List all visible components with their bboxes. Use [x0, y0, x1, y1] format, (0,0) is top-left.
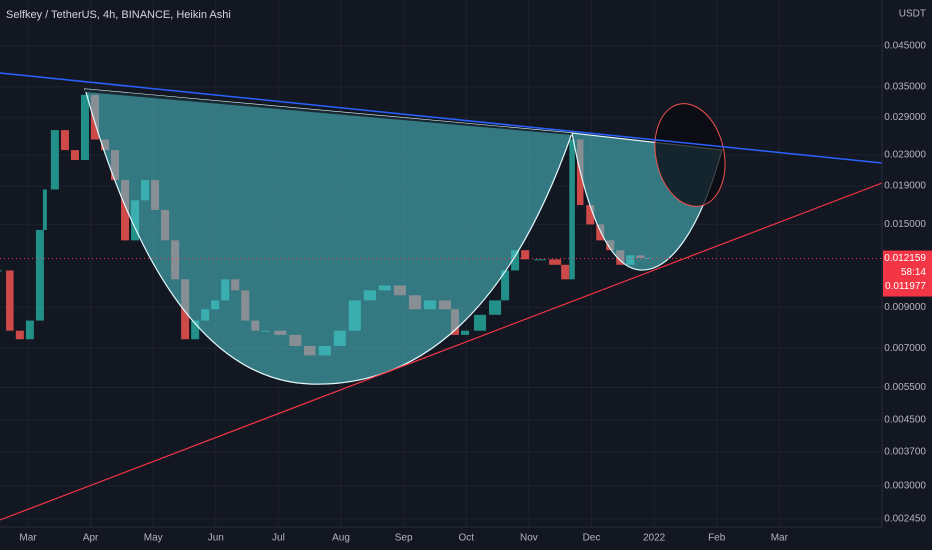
target-ellipse: [654, 103, 726, 207]
y-tick-label: 0.002450: [884, 513, 926, 524]
chart-title: Selfkey / TetherUS, 4h, BINANCE, Heikin …: [6, 9, 231, 21]
y-tick-label: 0.045000: [884, 41, 926, 52]
x-tick-label: Sep: [395, 533, 413, 544]
cup: [84, 88, 573, 385]
x-tick-label: Dec: [583, 533, 601, 544]
y-tick-label: 0.035000: [884, 81, 926, 92]
y-tick-label: 0.029000: [884, 112, 926, 123]
candle: [489, 300, 502, 315]
candle: [70, 150, 79, 161]
y-tick-label: 0.003000: [884, 481, 926, 492]
candle: [596, 224, 605, 241]
candle: [6, 270, 14, 331]
candle: [50, 130, 59, 190]
candle: [0, 270, 2, 272]
candle: [561, 264, 570, 280]
candle: [511, 250, 520, 271]
y-tick-label: 0.023000: [884, 150, 926, 161]
y-tick-label: 0.007000: [884, 343, 926, 354]
candle: [121, 180, 130, 241]
y-tick-label: 0.003700: [884, 446, 926, 457]
candle: [586, 205, 595, 225]
y-tick-label: 0.005500: [884, 382, 926, 393]
x-tick-label: Feb: [708, 533, 726, 544]
candle: [35, 229, 44, 321]
x-tick-label: Mar: [771, 533, 789, 544]
second-price-label: 0.011977: [885, 281, 926, 292]
resistance-line: [0, 72, 883, 164]
candle: [42, 189, 47, 230]
support-line: [0, 182, 883, 521]
drawings: [0, 72, 883, 521]
candle: [15, 330, 24, 340]
x-tick-label: Aug: [332, 533, 350, 544]
x-tick-label: Nov: [520, 533, 538, 544]
x-tick-label: 2022: [643, 533, 666, 544]
x-tick-label: Oct: [458, 533, 474, 544]
candle: [521, 250, 530, 260]
candle: [60, 130, 69, 151]
candle: [534, 259, 547, 261]
y-tick-label: 0.009000: [884, 302, 926, 313]
x-tick-label: Jul: [272, 533, 285, 544]
x-tick-label: Apr: [83, 533, 99, 544]
y-tick-label: 0.004500: [884, 415, 926, 426]
y-tick-label: 0.019000: [884, 181, 926, 192]
candle: [474, 314, 487, 331]
y-tick-label: 0.015000: [884, 219, 926, 230]
price-tag: [883, 250, 932, 297]
candle: [501, 270, 510, 301]
last-price-label: 0.012159: [884, 253, 926, 264]
candle: [461, 330, 470, 335]
candle: [80, 94, 89, 161]
currency-label: USDT: [899, 9, 926, 20]
x-tick-label: May: [144, 533, 163, 544]
candle: [191, 320, 200, 340]
countdown-label: 58:14: [901, 267, 926, 278]
x-tick-label: Mar: [19, 533, 37, 544]
cup-rim: [85, 89, 572, 135]
candle: [569, 139, 575, 280]
x-tick-label: Jun: [208, 533, 224, 544]
candle: [549, 259, 562, 265]
candle: [25, 320, 34, 340]
